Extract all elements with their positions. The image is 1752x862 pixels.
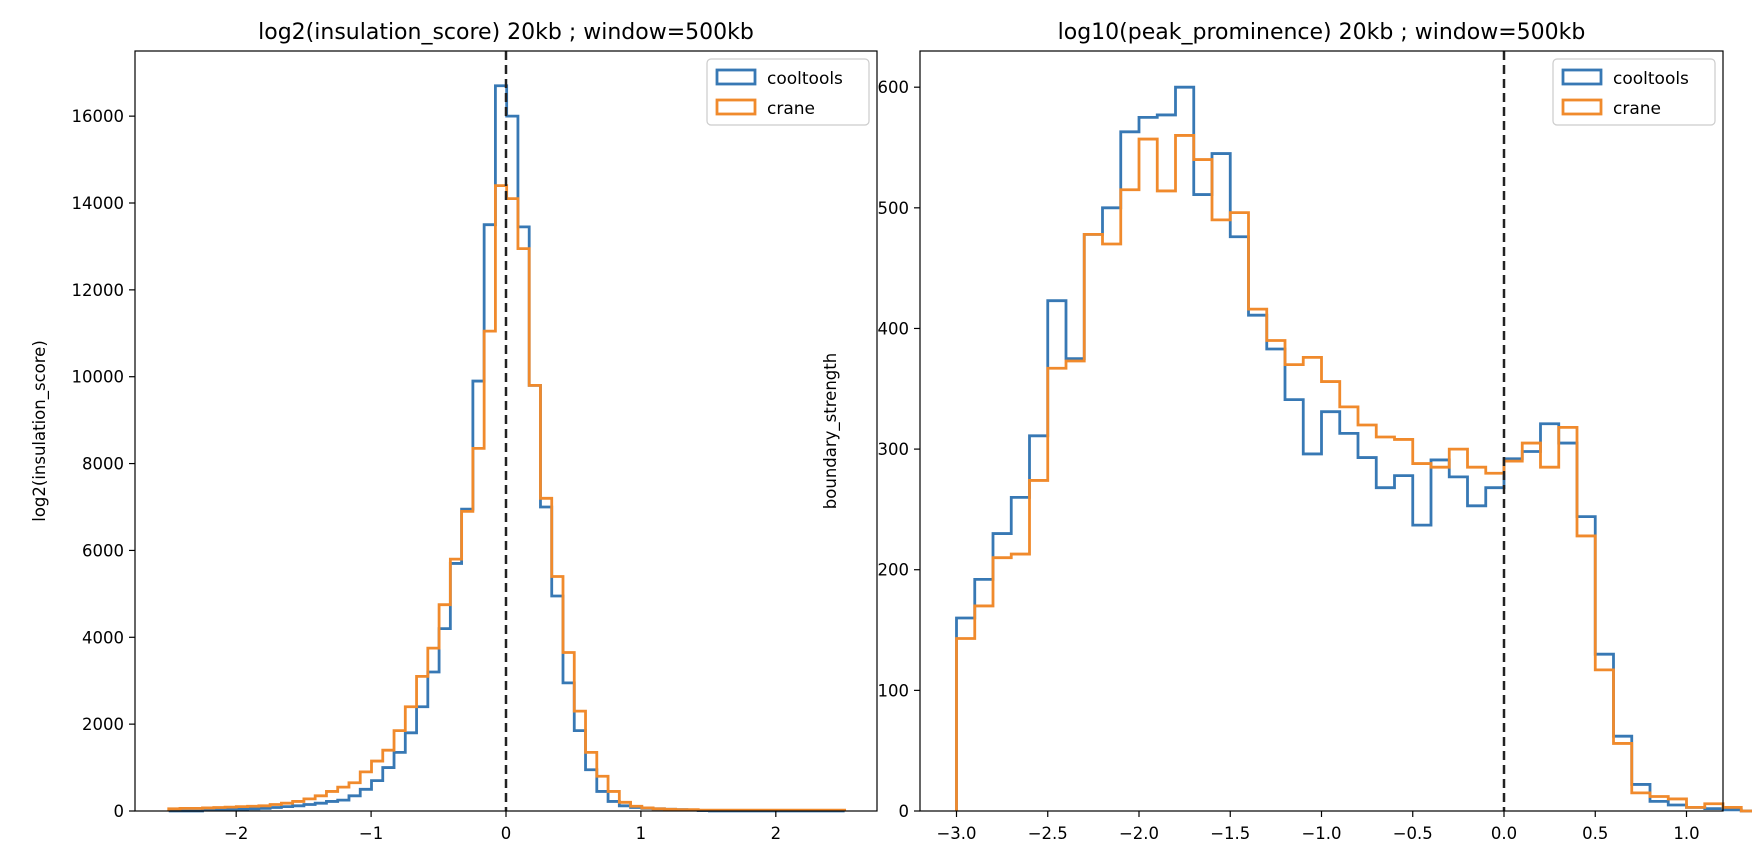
- x-tick-label: −1: [359, 824, 383, 843]
- legend-swatch-crane: [1561, 98, 1603, 116]
- legend-label-crane: crane: [1613, 99, 1661, 119]
- y-tick-label: 8000: [82, 455, 124, 474]
- legend-swatch-cooltools: [715, 68, 757, 86]
- x-tick-label: 0.5: [1582, 824, 1608, 843]
- legend-label-crane: crane: [767, 99, 815, 119]
- x-tick-label: −1.0: [1301, 824, 1341, 843]
- y-tick-label: 400: [878, 319, 910, 338]
- legend-label-cooltools: cooltools: [1613, 69, 1689, 89]
- legend-label-cooltools: cooltools: [767, 69, 843, 89]
- y-tick-label: 200: [878, 561, 910, 580]
- y-axis-label: log2(insulation_score): [30, 340, 50, 522]
- legend-swatch-crane: [715, 98, 757, 116]
- legend: cooltools crane: [706, 58, 870, 126]
- legend-box: [1552, 58, 1716, 126]
- y-axis-label: boundary_strength: [821, 353, 841, 509]
- x-tick-label: −2: [224, 824, 248, 843]
- x-tick-label: −2.5: [1028, 824, 1068, 843]
- x-tick-label: 0.0: [1491, 824, 1517, 843]
- x-tick-label: −2.0: [1119, 824, 1159, 843]
- series-cooltools-histogram: [955, 85, 1752, 813]
- y-tick-label: 600: [878, 78, 910, 97]
- y-tick-label: 0: [899, 802, 910, 821]
- y-tick-label: 10000: [72, 368, 125, 387]
- x-tick-label: −0.5: [1393, 824, 1433, 843]
- chart-title: log2(insulation_score) 20kb ; window=500…: [258, 20, 754, 45]
- y-tick-label: 4000: [82, 628, 124, 647]
- series-crane-histogram: [167, 184, 847, 812]
- x-tick-label: −1.5: [1210, 824, 1250, 843]
- legend-box: [706, 58, 870, 126]
- x-tick-label: 1: [636, 824, 647, 843]
- x-tick-label: −3.0: [936, 824, 976, 843]
- x-tick-label: 1.0: [1673, 824, 1699, 843]
- boundary-strength-histogram: log10(peak_prominence) 20kb ; window=500…: [821, 20, 1752, 843]
- x-tick-label: 2: [771, 824, 782, 843]
- legend-swatch-cooltools: [1561, 68, 1603, 86]
- y-tick-label: 100: [878, 681, 910, 700]
- y-tick-label: 6000: [82, 541, 124, 560]
- y-tick-label: 500: [878, 199, 910, 218]
- insulation-score-histogram: log2(insulation_score) 20kb ; window=500…: [30, 20, 878, 843]
- y-tick-label: 16000: [72, 107, 125, 126]
- y-tick-label: 14000: [72, 194, 125, 213]
- y-tick-label: 0: [114, 802, 125, 821]
- series-crane-histogram: [955, 134, 1752, 813]
- legend: cooltools crane: [1552, 58, 1716, 126]
- chart-title: log10(peak_prominence) 20kb ; window=500…: [1058, 20, 1586, 45]
- y-tick-label: 2000: [82, 715, 124, 734]
- y-tick-label: 12000: [72, 281, 125, 300]
- x-tick-label: 0: [501, 824, 512, 843]
- y-tick-label: 300: [878, 440, 910, 459]
